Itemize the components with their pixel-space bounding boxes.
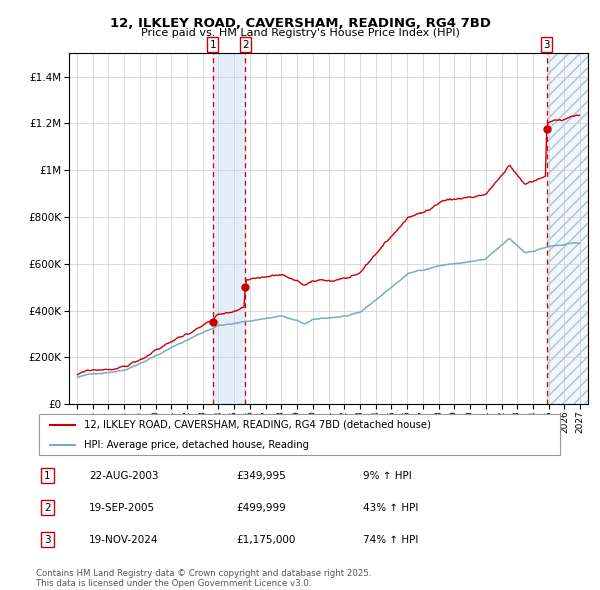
Text: Contains HM Land Registry data © Crown copyright and database right 2025.: Contains HM Land Registry data © Crown c… <box>36 569 371 578</box>
Text: £1,175,000: £1,175,000 <box>236 535 296 545</box>
Text: This data is licensed under the Open Government Licence v3.0.: This data is licensed under the Open Gov… <box>36 579 311 588</box>
FancyBboxPatch shape <box>38 414 560 455</box>
Text: 3: 3 <box>44 535 51 545</box>
Text: £349,995: £349,995 <box>236 471 286 480</box>
Text: 19-SEP-2005: 19-SEP-2005 <box>89 503 155 513</box>
Text: Price paid vs. HM Land Registry's House Price Index (HPI): Price paid vs. HM Land Registry's House … <box>140 28 460 38</box>
Text: £499,999: £499,999 <box>236 503 286 513</box>
Text: 43% ↑ HPI: 43% ↑ HPI <box>364 503 419 513</box>
Text: 22-AUG-2003: 22-AUG-2003 <box>89 471 158 480</box>
Text: 12, ILKLEY ROAD, CAVERSHAM, READING, RG4 7BD: 12, ILKLEY ROAD, CAVERSHAM, READING, RG4… <box>110 17 491 30</box>
Text: 12, ILKLEY ROAD, CAVERSHAM, READING, RG4 7BD (detached house): 12, ILKLEY ROAD, CAVERSHAM, READING, RG4… <box>83 419 430 430</box>
Text: 74% ↑ HPI: 74% ↑ HPI <box>364 535 419 545</box>
Bar <box>213 53 245 404</box>
Bar <box>547 53 588 404</box>
Text: HPI: Average price, detached house, Reading: HPI: Average price, detached house, Read… <box>83 440 308 450</box>
Bar <box>547 53 588 404</box>
Text: 3: 3 <box>544 40 550 50</box>
Text: 2: 2 <box>44 503 51 513</box>
Text: 1: 1 <box>209 40 216 50</box>
Text: 9% ↑ HPI: 9% ↑ HPI <box>364 471 412 480</box>
Text: 2: 2 <box>242 40 249 50</box>
Text: 19-NOV-2024: 19-NOV-2024 <box>89 535 158 545</box>
Text: 1: 1 <box>44 471 51 480</box>
